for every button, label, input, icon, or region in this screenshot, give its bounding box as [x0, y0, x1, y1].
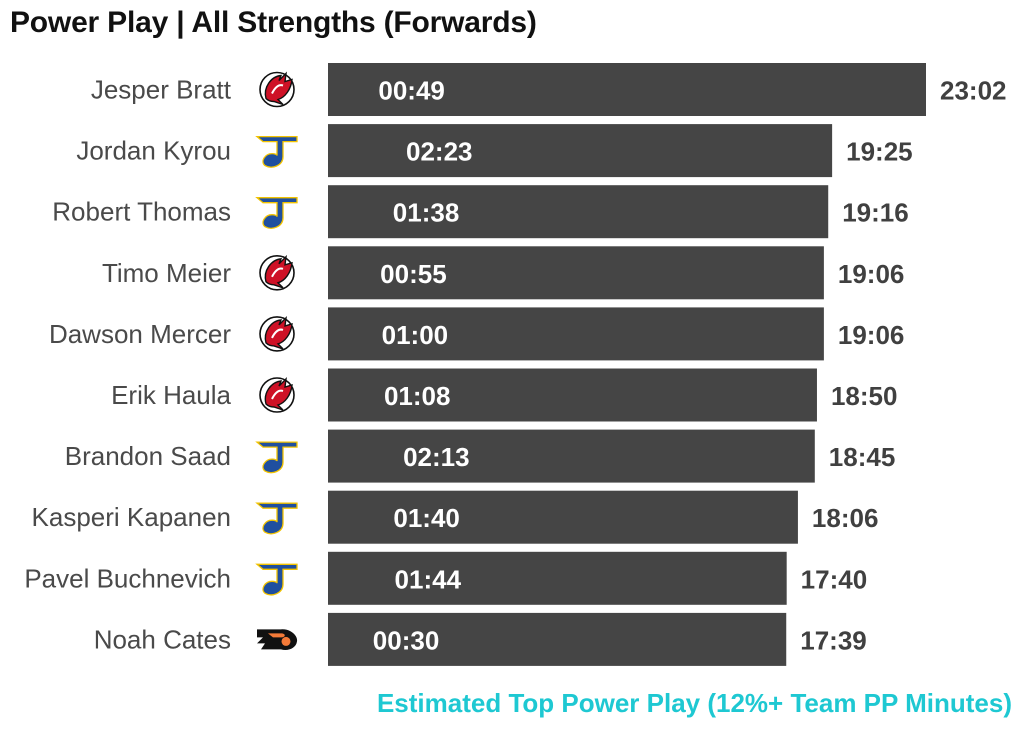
blues-logo-icon [255, 441, 298, 474]
total-time-label: 23:02 [940, 76, 1007, 106]
bar [328, 246, 824, 300]
bar [328, 63, 926, 116]
devils-logo-icon [259, 254, 295, 291]
player-name-label: Kasperi Kapanen [32, 502, 231, 532]
pp-time-label: 00:55 [380, 259, 447, 289]
total-time-label: 18:50 [831, 381, 898, 411]
devils-logo-icon [259, 377, 295, 413]
total-time-label: 17:39 [800, 625, 867, 655]
footer-note: Estimated Top Power Play (12%+ Team PP M… [376, 688, 1012, 718]
flyers-logo-icon [257, 629, 298, 651]
chart-title: Power Play | All Strengths (Forwards) [10, 6, 537, 39]
player-name-label: Jesper Bratt [91, 75, 232, 105]
pp-time-label: 00:30 [373, 625, 440, 655]
total-time-label: 19:16 [842, 198, 909, 228]
player-name-label: Robert Thomas [52, 197, 231, 227]
bar [328, 185, 829, 239]
devils-logo-icon [259, 71, 295, 108]
blues-logo-icon [255, 563, 298, 596]
devils-logo-icon [259, 315, 295, 352]
player-name-label: Dawson Mercer [49, 319, 231, 349]
player-name-label: Noah Cates [94, 624, 231, 654]
bar [328, 490, 798, 544]
total-time-label: 19:25 [846, 137, 913, 167]
player-name-label: Pavel Buchnevich [24, 563, 231, 593]
pp-time-label: 01:38 [393, 198, 460, 228]
player-name-label: Erik Haula [111, 380, 231, 410]
bar [328, 124, 833, 178]
blues-logo-icon [255, 197, 298, 229]
player-name-label: Jordan Kyrou [76, 136, 231, 166]
bar [328, 612, 787, 666]
pp-time-label: 01:44 [395, 564, 462, 594]
pp-time-label: 00:49 [378, 76, 445, 106]
bar [328, 429, 815, 483]
pp-time-label: 01:40 [393, 503, 460, 533]
player-name-label: Brandon Saad [65, 441, 231, 471]
total-time-label: 19:06 [838, 259, 905, 289]
pp-time-label: 02:13 [403, 442, 470, 472]
blues-logo-icon [255, 502, 298, 535]
pp-time-label: 01:00 [382, 320, 449, 350]
total-time-label: 17:40 [801, 564, 868, 594]
bar [328, 368, 817, 422]
total-time-label: 18:45 [829, 442, 896, 472]
total-time-label: 18:06 [812, 503, 879, 533]
bar [328, 307, 824, 361]
blues-logo-icon [255, 135, 298, 168]
bar [328, 551, 787, 605]
pp-time-label: 02:23 [406, 137, 473, 167]
player-name-label: Timo Meier [102, 258, 231, 288]
total-time-label: 19:06 [838, 320, 905, 350]
pp-time-label: 01:08 [384, 381, 451, 411]
